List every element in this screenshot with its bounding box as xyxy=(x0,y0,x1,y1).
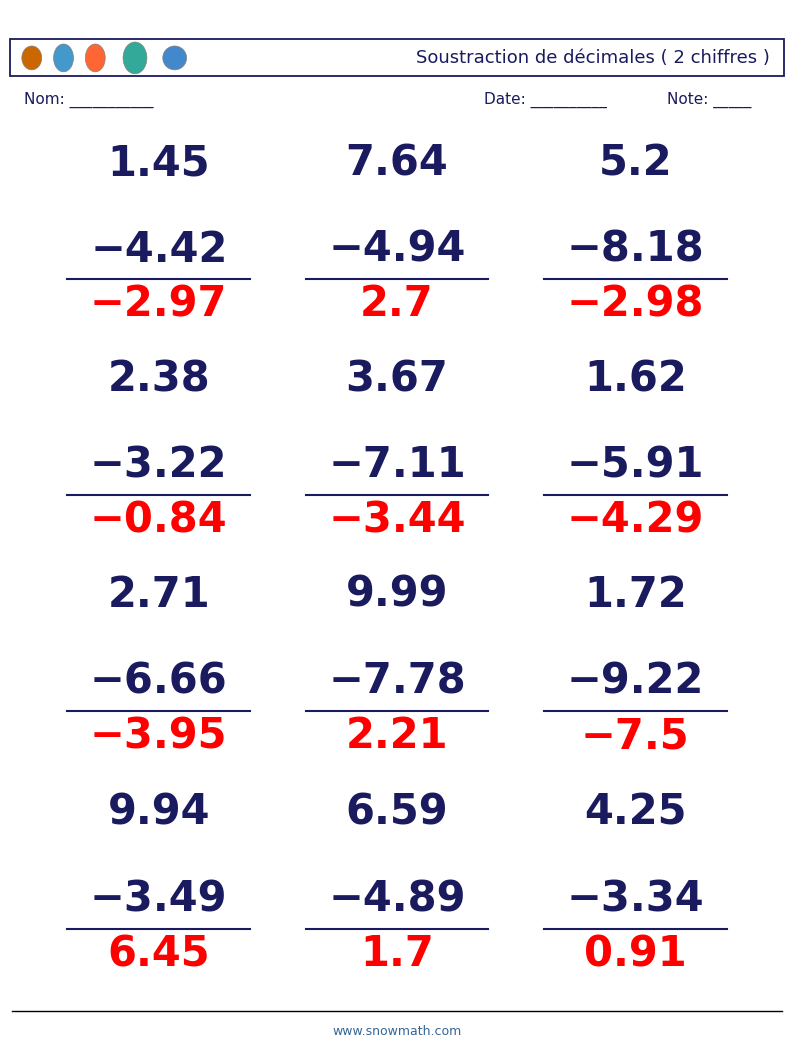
Ellipse shape xyxy=(163,46,187,69)
Text: 9.99: 9.99 xyxy=(345,574,449,616)
Text: −4.94: −4.94 xyxy=(328,229,466,271)
Text: 2.71: 2.71 xyxy=(107,574,210,616)
Text: 6.45: 6.45 xyxy=(107,933,210,975)
Text: Nom: ___________: Nom: ___________ xyxy=(24,92,153,108)
Ellipse shape xyxy=(123,42,147,74)
Text: −4.89: −4.89 xyxy=(328,878,466,920)
Text: −6.66: −6.66 xyxy=(90,660,228,702)
Text: 3.67: 3.67 xyxy=(345,358,449,400)
Text: 1.62: 1.62 xyxy=(584,358,687,400)
Text: −5.91: −5.91 xyxy=(566,444,704,486)
Text: Date: __________: Date: __________ xyxy=(484,92,607,108)
Text: −7.78: −7.78 xyxy=(328,660,466,702)
Text: −0.84: −0.84 xyxy=(90,499,228,541)
Ellipse shape xyxy=(86,44,105,72)
Ellipse shape xyxy=(22,46,41,69)
Text: −3.95: −3.95 xyxy=(90,715,228,757)
Text: 2.38: 2.38 xyxy=(107,358,210,400)
Text: 0.91: 0.91 xyxy=(584,933,687,975)
Text: 1.45: 1.45 xyxy=(107,142,210,184)
Text: 9.94: 9.94 xyxy=(107,792,210,834)
Text: 7.64: 7.64 xyxy=(345,142,449,184)
Text: Soustraction de décimales ( 2 chiffres ): Soustraction de décimales ( 2 chiffres ) xyxy=(416,48,770,67)
Text: 5.2: 5.2 xyxy=(599,142,672,184)
Text: Note: _____: Note: _____ xyxy=(667,92,751,108)
Text: −4.42: −4.42 xyxy=(90,229,228,271)
Text: www.snowmath.com: www.snowmath.com xyxy=(333,1026,461,1038)
Text: −7.11: −7.11 xyxy=(328,444,466,486)
Text: −3.34: −3.34 xyxy=(566,878,704,920)
Text: −4.29: −4.29 xyxy=(566,499,704,541)
Text: −2.97: −2.97 xyxy=(90,283,228,325)
Text: 2.7: 2.7 xyxy=(360,283,434,325)
Text: −3.49: −3.49 xyxy=(90,878,228,920)
Text: −3.44: −3.44 xyxy=(328,499,466,541)
Text: 1.7: 1.7 xyxy=(360,933,434,975)
Text: 1.72: 1.72 xyxy=(584,574,687,616)
Text: 6.59: 6.59 xyxy=(345,792,449,834)
Text: 2.21: 2.21 xyxy=(345,715,449,757)
Text: −9.22: −9.22 xyxy=(566,660,704,702)
Text: −7.5: −7.5 xyxy=(581,715,689,757)
Text: −3.22: −3.22 xyxy=(90,444,228,486)
Text: −8.18: −8.18 xyxy=(566,229,704,271)
Text: 4.25: 4.25 xyxy=(584,792,687,834)
Ellipse shape xyxy=(53,44,74,72)
FancyBboxPatch shape xyxy=(10,39,784,76)
Text: −2.98: −2.98 xyxy=(566,283,704,325)
